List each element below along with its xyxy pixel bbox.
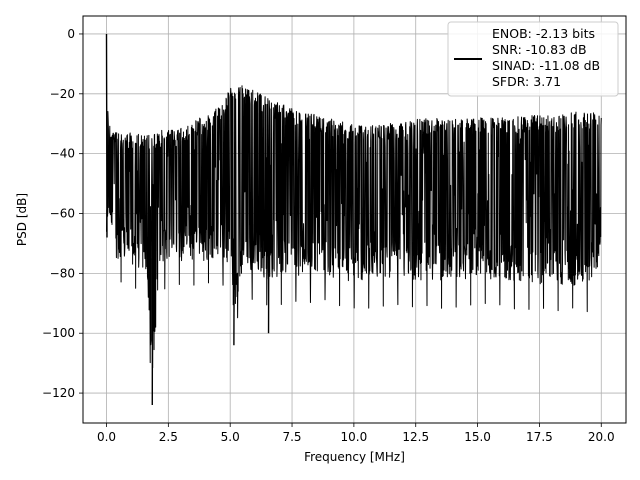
legend-line-sfdr: SFDR: 3.71 (492, 74, 561, 89)
x-axis-ticks: 0.0 2.5 5.0 7.5 10.0 12.5 15.0 17.5 20.0 (97, 423, 615, 444)
legend-box (447, 21, 619, 97)
legend-line-snr: SNR: -10.83 dB (492, 42, 587, 57)
legend-line-enob: ENOB: -2.13 bits (492, 26, 595, 41)
x-tick-label: 17.5 (526, 430, 553, 444)
y-tick-label: 0 (67, 27, 75, 41)
y-tick-label: −20 (50, 87, 75, 101)
plot-frame (82, 15, 627, 424)
legend: ENOB: -2.13 bits SNR: -10.83 dB SINAD: -… (447, 21, 619, 97)
y-tick-label: −40 (50, 147, 75, 161)
x-tick-label: 20.0 (588, 430, 615, 444)
y-axis-ticks: 0 −20 −40 −60 −80 −100 −120 (42, 27, 83, 400)
legend-line-sinad: SINAD: -11.08 dB (492, 58, 600, 73)
y-axis-label: PSD [dB] (15, 193, 29, 246)
x-tick-label: 15.0 (464, 430, 491, 444)
y-tick-label: −60 (50, 207, 75, 221)
x-tick-label: 5.0 (221, 430, 240, 444)
x-tick-label: 7.5 (282, 430, 301, 444)
y-tick-label: −80 (50, 266, 75, 280)
x-axis-label: Frequency [MHz] (304, 450, 405, 464)
x-tick-label: 12.5 (402, 430, 429, 444)
y-tick-label: −100 (42, 326, 75, 340)
psd-spikes (105, 33, 270, 406)
psd-line (106, 85, 602, 369)
x-tick-label: 0.0 (97, 430, 116, 444)
psd-series (105, 33, 602, 406)
y-tick-label: −120 (42, 386, 75, 400)
x-tick-label: 10.0 (341, 430, 368, 444)
x-tick-label: 2.5 (159, 430, 178, 444)
